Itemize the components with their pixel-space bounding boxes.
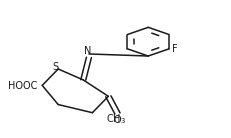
Text: HOOC: HOOC xyxy=(8,81,38,91)
Text: O: O xyxy=(114,115,121,125)
Text: F: F xyxy=(172,44,178,54)
Text: CH$_3$: CH$_3$ xyxy=(106,112,126,126)
Text: S: S xyxy=(53,62,59,72)
Text: N: N xyxy=(84,46,91,56)
